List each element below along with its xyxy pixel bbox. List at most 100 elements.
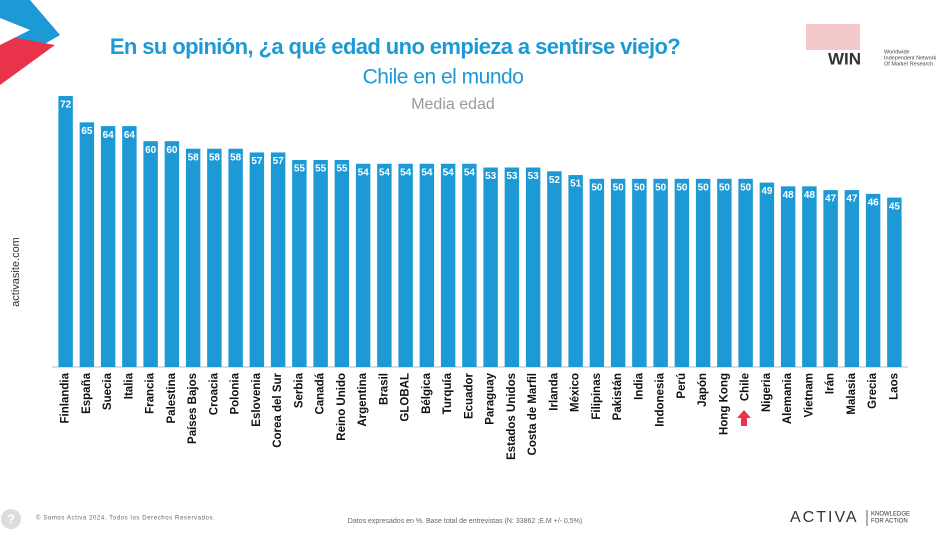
value-label: 52 (549, 175, 561, 186)
logo-shape-white (0, 18, 30, 45)
value-label: 49 (761, 186, 773, 197)
brand: ACTIVA (790, 509, 859, 526)
value-label: 45 (889, 201, 901, 212)
x-tick-label: Turquía (442, 372, 454, 414)
bar (334, 159, 350, 367)
bar (440, 163, 456, 367)
value-label: 53 (506, 171, 518, 182)
x-tick-label: Ecuador (463, 372, 475, 419)
value-label: 54 (464, 167, 476, 178)
chile-arrow (737, 410, 751, 426)
value-label: 54 (400, 167, 412, 178)
value-label: 65 (81, 126, 93, 137)
win-logo: WIN Worldwide Independent Network Of Mar… (806, 24, 937, 68)
bar (547, 171, 562, 367)
win-tagline: Of Market Research (884, 61, 933, 67)
bar (759, 182, 775, 367)
value-label: 50 (655, 182, 667, 193)
value-label: 47 (825, 194, 837, 205)
x-tick-label: Filipinas (591, 373, 603, 420)
value-label: 54 (379, 167, 391, 178)
brand-tagline: FOR ACTION (871, 519, 908, 525)
x-tick-label: Palestina (166, 372, 178, 423)
value-label: 50 (698, 182, 710, 193)
x-tick-label: Vietnam (803, 373, 815, 418)
win-map (806, 24, 860, 50)
bar (79, 122, 95, 367)
value-label: 50 (719, 182, 731, 193)
value-label: 51 (570, 179, 582, 190)
x-tick-label: España (81, 372, 93, 414)
bar (610, 178, 626, 367)
bar (525, 167, 541, 367)
value-label: 48 (783, 190, 795, 201)
x-tick-label: Polonia (230, 372, 242, 414)
value-label: 53 (528, 171, 540, 182)
x-tick-label: Eslovenia (251, 372, 263, 426)
x-tick-label: Italia (123, 372, 135, 399)
x-tick-label: Alemania (782, 372, 794, 424)
value-label: 64 (124, 130, 136, 141)
x-tick-label: GLOBAL (400, 373, 412, 422)
x-tick-label: Argentina (357, 372, 369, 426)
footnote: Datos expresados en %. Base total de ent… (348, 518, 582, 525)
x-tick-label: Reino Unido (336, 373, 348, 441)
x-tick-label: Laos (888, 373, 900, 400)
value-label: 58 (209, 152, 221, 163)
bar (887, 197, 902, 367)
value-label: 48 (804, 190, 816, 201)
value-label: 50 (634, 182, 646, 193)
value-label: 54 (358, 167, 370, 178)
value-label: 50 (740, 182, 752, 193)
x-tick-label: India (633, 372, 645, 399)
value-label: 57 (273, 156, 285, 167)
x-tick-label: Costa de Marfil (527, 373, 539, 455)
x-tick-label: Paraguay (485, 372, 497, 424)
value-label: 60 (166, 145, 178, 156)
x-tick-label: Chile (740, 373, 752, 401)
value-label: 50 (613, 182, 625, 193)
value-label: 47 (846, 194, 858, 205)
value-label: 57 (251, 156, 263, 167)
x-tick-label: Brasil (378, 373, 390, 405)
x-tick-label: Países Bajos (187, 373, 199, 444)
bar (674, 178, 690, 367)
help-icon[interactable] (1, 509, 21, 529)
bar (738, 178, 753, 367)
bar (865, 193, 881, 367)
bar (249, 152, 265, 367)
x-tick-label: Irlanda (548, 372, 560, 410)
bar (802, 186, 817, 367)
bar (823, 190, 838, 367)
chart-subtitle: Chile en el mundo (363, 66, 524, 89)
value-label: 54 (421, 167, 433, 178)
x-tick-label: Irán (825, 373, 837, 394)
bar (398, 163, 413, 367)
x-tick-label: Serbia (293, 372, 305, 408)
x-tick-label: Canadá (315, 372, 327, 414)
bars: 72 Finlandia 65 España 64 Suecia 64 Italia 60 Fra… (58, 96, 902, 460)
bar (143, 141, 158, 367)
bar (653, 178, 668, 367)
value-label: 50 (591, 182, 603, 193)
x-tick-label: Perú (676, 373, 688, 399)
value-label: 58 (188, 152, 200, 163)
bar (58, 96, 73, 367)
bar (483, 167, 498, 367)
bar (313, 159, 328, 367)
value-label: 55 (315, 164, 327, 175)
x-tick-label: Estados Unidos (506, 373, 518, 460)
x-tick-label: Indonesia (655, 372, 667, 426)
x-tick-label: Croacia (208, 372, 220, 415)
bar (695, 178, 711, 367)
bar (207, 148, 222, 367)
y-label: Media edad (411, 96, 495, 113)
win-tagline: Independent Network (884, 55, 937, 61)
x-tick-label: Suecia (102, 372, 114, 410)
side-text: activasite.com (10, 237, 22, 307)
bar (504, 167, 520, 367)
x-tick-label: Corea del Sur (272, 372, 284, 447)
x-tick-label: Malasia (846, 372, 858, 414)
bar (632, 178, 647, 367)
